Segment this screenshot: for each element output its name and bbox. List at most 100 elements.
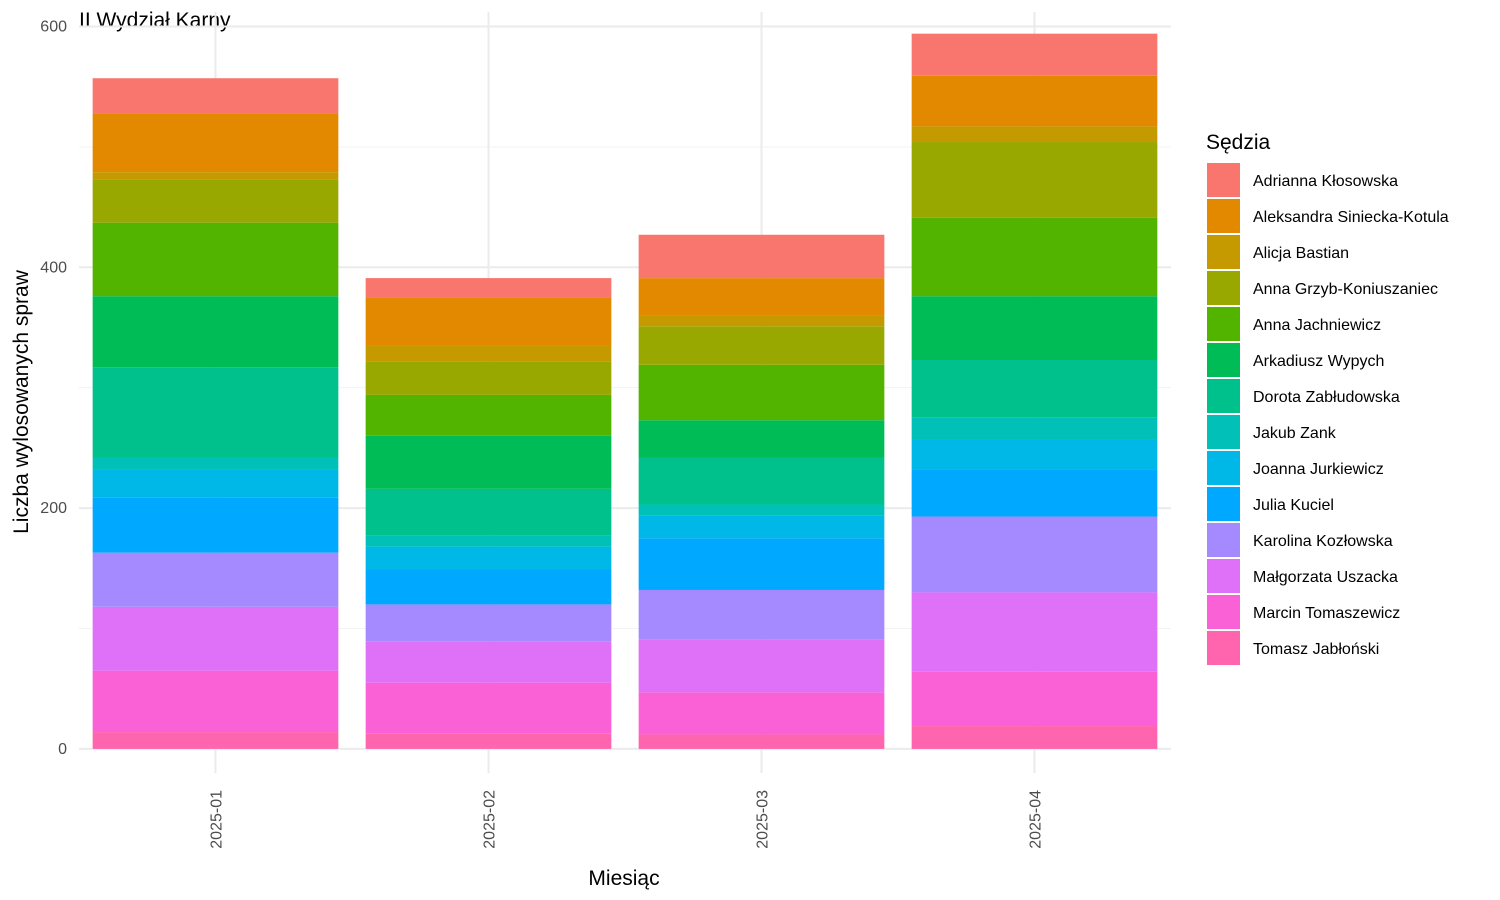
- legend-label: Marcin Tomaszewicz: [1253, 605, 1400, 622]
- y-axis-title: Liczba wylosowanych spraw: [10, 269, 33, 534]
- bar-segment: [911, 217, 1158, 297]
- legend-item: Jakub Zank: [1207, 415, 1337, 449]
- bar-segment: [911, 516, 1158, 593]
- bar-segment: [365, 535, 612, 547]
- bar-segment: [638, 515, 885, 539]
- bar-segment: [92, 296, 339, 368]
- legend-item: Adrianna Kłosowska: [1207, 163, 1398, 197]
- legend-items: Adrianna Kłosowska Aleksandra Siniecka-Ko…: [1207, 163, 1449, 665]
- legend-label: Joanna Jurkiewicz: [1253, 461, 1384, 478]
- legend-swatch: [1207, 379, 1240, 413]
- legend-item: Anna Jachniewicz: [1207, 307, 1381, 341]
- bar-segment: [638, 734, 885, 749]
- bar-segment: [911, 469, 1158, 517]
- bar-segment: [911, 671, 1158, 727]
- legend-swatch: [1207, 595, 1240, 629]
- legend-swatch: [1207, 631, 1240, 665]
- bar-segment: [92, 497, 339, 553]
- legend-item: Joanna Jurkiewicz: [1207, 451, 1384, 485]
- bar-segment: [911, 142, 1158, 218]
- bar-segment: [365, 546, 612, 570]
- bar-segment: [911, 417, 1158, 440]
- bar-segment: [911, 126, 1158, 143]
- legend-item: Alicja Bastian: [1207, 235, 1349, 269]
- bar-segment: [365, 435, 612, 489]
- bar-segment: [365, 682, 612, 734]
- bar-segment: [638, 589, 885, 640]
- legend-title: Sędzia: [1206, 131, 1271, 154]
- bar-segment: [911, 592, 1158, 672]
- bar-segment: [92, 670, 339, 733]
- legend-swatch: [1207, 559, 1240, 593]
- bar-segment: [638, 457, 885, 505]
- bar-segment: [365, 345, 612, 362]
- y-tick-label: 400: [40, 259, 67, 276]
- legend-label: Anna Grzyb-Koniuszaniec: [1253, 281, 1438, 298]
- bar-segment: [92, 732, 339, 749]
- legend-label: Alicja Bastian: [1253, 245, 1349, 262]
- bar-segment: [365, 604, 612, 642]
- legend-item: Julia Kuciel: [1207, 487, 1334, 521]
- bar-segment: [365, 278, 612, 298]
- legend-label: Adrianna Kłosowska: [1253, 173, 1398, 190]
- legend-label: Arkadiusz Wypych: [1253, 353, 1384, 370]
- bar-segment: [365, 733, 612, 749]
- legend-item: Karolina Kozłowska: [1207, 523, 1393, 557]
- bar-segment: [92, 222, 339, 297]
- bar-segment: [638, 234, 885, 279]
- bar-segment: [92, 552, 339, 607]
- legend-label: Anna Jachniewicz: [1253, 317, 1381, 334]
- legend-swatch: [1207, 271, 1240, 305]
- bar-segment: [638, 504, 885, 516]
- legend-swatch: [1207, 343, 1240, 377]
- bar-segment: [365, 361, 612, 395]
- x-tick-label: 2025-04: [1028, 790, 1045, 849]
- x-tick-label: 2025-03: [755, 790, 772, 849]
- bar-segment: [92, 606, 339, 671]
- x-tick-label: 2025-01: [209, 790, 226, 849]
- bar-segment: [92, 113, 339, 173]
- bar-segment: [638, 278, 885, 316]
- chart-title: II Wydział Karny: [79, 9, 231, 32]
- bar-segment: [911, 359, 1158, 418]
- y-tick-label: 0: [58, 741, 67, 758]
- legend-swatch: [1207, 235, 1240, 269]
- legend-label: Dorota Zabłudowska: [1253, 389, 1400, 406]
- bar-segment: [365, 488, 612, 536]
- bar-segment: [638, 364, 885, 421]
- legend: Sędzia Adrianna Kłosowska Aleksandra Sini…: [1206, 131, 1449, 665]
- legend-item: Tomasz Jabłoński: [1207, 631, 1379, 665]
- bar-segment: [365, 569, 612, 605]
- legend-item: Anna Grzyb-Koniuszaniec: [1207, 271, 1438, 305]
- bar-segment: [638, 639, 885, 693]
- bars: [92, 33, 1158, 749]
- y-tick-label: 600: [40, 18, 67, 35]
- x-tick-label: 2025-02: [482, 790, 499, 849]
- legend-swatch: [1207, 199, 1240, 233]
- legend-label: Jakub Zank: [1253, 425, 1337, 442]
- legend-label: Julia Kuciel: [1253, 497, 1334, 514]
- bar-segment: [911, 75, 1158, 127]
- bar-segment: [911, 726, 1158, 749]
- bar-segment: [365, 394, 612, 436]
- legend-item: Arkadiusz Wypych: [1207, 343, 1384, 377]
- x-axis-ticks: 2025-01 2025-02 2025-03 2025-04: [209, 790, 1045, 849]
- legend-swatch: [1207, 451, 1240, 485]
- legend-swatch: [1207, 163, 1240, 197]
- bar-segment: [638, 538, 885, 590]
- y-axis-ticks: 0 200 400 600: [40, 18, 67, 757]
- legend-label: Karolina Kozłowska: [1253, 533, 1393, 550]
- bar-segment: [911, 296, 1158, 360]
- legend-swatch: [1207, 487, 1240, 521]
- bar-segment: [638, 420, 885, 458]
- legend-item: Aleksandra Siniecka-Kotula: [1207, 199, 1449, 233]
- bar-segment: [638, 315, 885, 327]
- legend-swatch: [1207, 523, 1240, 557]
- bar-segment: [911, 33, 1158, 76]
- legend-swatch: [1207, 415, 1240, 449]
- legend-label: Tomasz Jabłoński: [1253, 641, 1379, 658]
- bar-segment: [92, 172, 339, 180]
- bar-segment: [92, 469, 339, 498]
- legend-item: Marcin Tomaszewicz: [1207, 595, 1400, 629]
